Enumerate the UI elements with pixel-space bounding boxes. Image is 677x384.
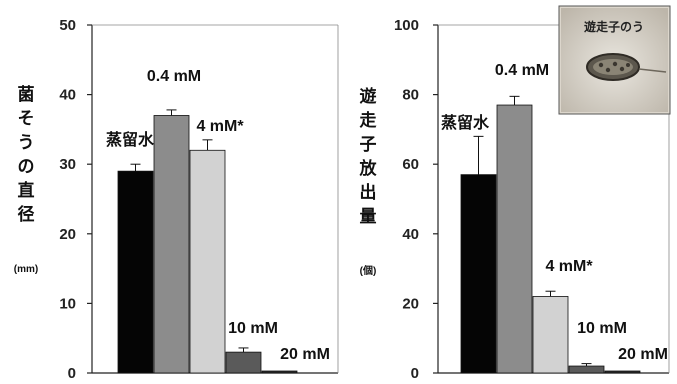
bar-2 [532,296,569,374]
bar-label-0: 蒸留水 [106,130,155,149]
bar-label-1: 0.4 mM [495,62,549,79]
y-tick-label: 100 [394,17,419,34]
bar-1 [496,104,533,374]
y-axis-unit: (個) [360,264,377,277]
y-axis-label-char: 量 [360,206,377,226]
y-tick-label: 60 [402,156,419,173]
y-tick-label: 30 [59,156,76,173]
bar-label-2: 4 mM* [196,118,244,135]
y-axis-label-char: 菌 [18,85,35,104]
y-tick-label: 0 [411,365,419,379]
y-axis-unit: (mm) [14,264,38,275]
bar-label-4: 20 mM [280,346,330,363]
bar-0 [117,170,154,374]
y-axis-label-char: 子 [360,135,377,154]
y-tick-label: 80 [402,87,419,104]
bar-3 [568,365,605,374]
y-axis-label-char: 出 [360,182,377,202]
y-axis-label-char: 走 [360,110,377,130]
bar-label-3: 10 mM [577,320,627,337]
y-axis-label-char: の [18,157,35,176]
y-axis-label-char: う [18,133,35,152]
y-tick-label: 20 [59,226,76,243]
inset-label: 遊走子のう [584,19,644,34]
y-axis-label-char: 放 [359,158,378,178]
bar-label-1: 0.4 mM [147,68,201,85]
bar-label-4: 20 mM [618,346,668,363]
sporangium-icon [586,53,667,81]
bar-4 [604,370,641,374]
bar-0 [460,174,497,374]
sporangium-inset: 遊走子のう [558,5,671,115]
y-tick-label: 40 [59,87,76,104]
y-tick-label: 40 [402,226,419,243]
y-tick-label: 20 [402,295,419,312]
y-tick-label: 0 [68,365,76,379]
bar-label-2: 4 mM* [545,258,593,275]
bar-2 [189,149,226,374]
bar-label-3: 10 mM [228,320,278,337]
bar-4 [261,370,298,374]
y-axis-label-char: 直 [18,180,35,200]
y-axis-label-char: 径 [18,204,35,224]
y-axis-label-char: 遊 [360,86,377,106]
bar-1 [153,115,190,374]
y-axis-label-char: そ [18,109,35,128]
y-tick-label: 10 [59,295,76,312]
bar-label-0: 蒸留水 [441,113,490,132]
bar-3 [225,351,262,374]
y-tick-label: 50 [59,17,76,34]
